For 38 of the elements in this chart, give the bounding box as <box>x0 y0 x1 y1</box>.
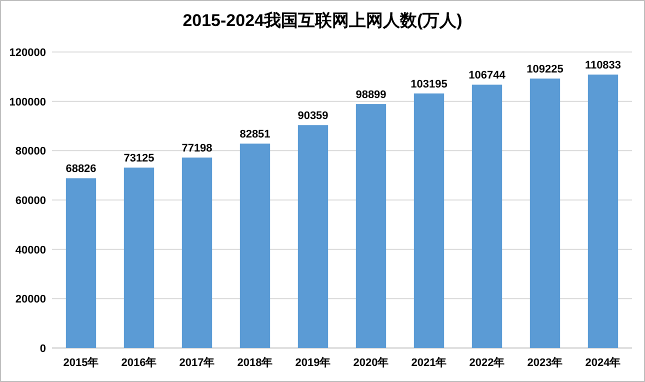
y-tick-label: 0 <box>40 343 46 355</box>
data-label: 82851 <box>240 128 270 141</box>
data-label: 73125 <box>124 152 154 165</box>
bar <box>414 93 444 348</box>
x-tick-label: 2019年 <box>295 356 331 369</box>
x-tick-label: 2020年 <box>353 356 389 369</box>
x-tick-label: 2023年 <box>527 356 563 369</box>
data-label: 98899 <box>356 89 386 102</box>
data-label: 103195 <box>410 78 448 90</box>
bar <box>356 104 386 348</box>
y-tick-label: 60000 <box>15 195 46 207</box>
bar <box>298 125 328 348</box>
bar <box>66 178 96 348</box>
x-tick-label: 2016年 <box>121 356 157 369</box>
bar <box>240 144 270 348</box>
data-label: 106744 <box>468 70 506 82</box>
data-label: 110833 <box>584 60 622 72</box>
bar <box>124 168 154 348</box>
x-tick-label: 2017年 <box>179 356 215 369</box>
y-tick-label: 20000 <box>15 294 46 306</box>
y-tick-label: 100000 <box>9 96 46 108</box>
data-label: 109225 <box>526 64 564 76</box>
bar <box>472 84 502 348</box>
x-tick-label: 2024年 <box>585 356 621 369</box>
y-tick-label: 120000 <box>9 47 46 59</box>
y-tick-label: 40000 <box>15 244 46 256</box>
data-label: 77198 <box>182 142 212 155</box>
data-label: 68826 <box>66 163 96 176</box>
x-tick-label: 2018年 <box>237 356 273 369</box>
chart-title: 2015-2024我国互联网上网人数(万人) <box>182 11 462 30</box>
y-tick-label: 80000 <box>15 146 46 158</box>
x-tick-label: 2015年 <box>63 356 99 369</box>
bar <box>182 158 212 348</box>
x-tick-label: 2022年 <box>469 356 505 369</box>
x-tick-label: 2021年 <box>411 356 447 369</box>
bar <box>530 78 560 348</box>
data-label: 90359 <box>298 110 328 122</box>
bar <box>588 74 618 348</box>
